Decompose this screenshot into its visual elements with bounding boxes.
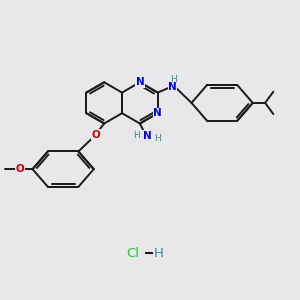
Text: H: H [170, 74, 177, 83]
Text: N: N [153, 108, 162, 118]
Text: N: N [143, 131, 152, 141]
Text: N: N [136, 77, 144, 87]
Text: O: O [16, 164, 25, 174]
Text: H: H [154, 134, 161, 143]
Text: H: H [134, 131, 140, 140]
Text: Cl: Cl [126, 247, 139, 260]
Text: N: N [168, 82, 177, 92]
Text: H: H [154, 247, 164, 260]
Text: O: O [92, 130, 100, 140]
